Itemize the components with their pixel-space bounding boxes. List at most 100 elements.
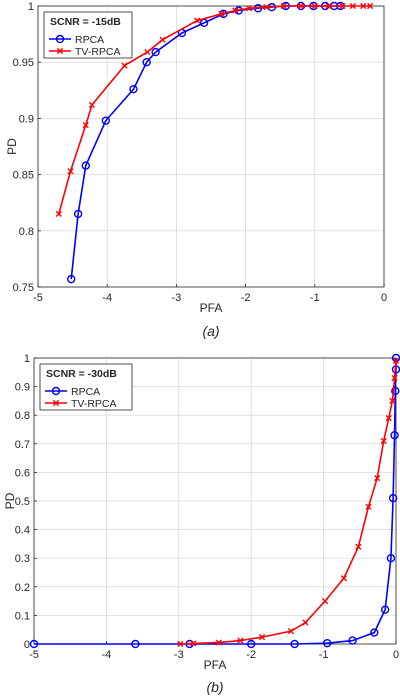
- data-point-circle: [129, 84, 138, 94]
- data-point-x: [380, 437, 387, 445]
- data-point-circle: [142, 58, 151, 67]
- data-point-x: [311, 2, 318, 10]
- data-point-x: [367, 2, 374, 10]
- data-point-circle: [388, 493, 398, 503]
- data-point-circle: [370, 628, 379, 637]
- data-point-x: [232, 7, 239, 14]
- data-point-x: [82, 122, 89, 129]
- data-point-circle: [380, 605, 390, 614]
- data-point-x: [287, 628, 295, 635]
- x-tick-label: 0: [381, 292, 387, 304]
- x-tick-label: 0: [393, 649, 399, 661]
- legend-title: SCNR = -15dB: [50, 16, 121, 28]
- x-tick-label: -5: [33, 292, 43, 304]
- legend-label: TV-RPCA: [71, 398, 117, 410]
- y-tick-label: 0.7: [15, 439, 30, 451]
- x-tick-label: -1: [310, 292, 320, 304]
- data-point-circle: [67, 274, 76, 284]
- data-point-x: [258, 634, 266, 641]
- data-point-x: [190, 640, 197, 647]
- series-line: [57, 5, 371, 215]
- data-point-circle: [29, 639, 39, 649]
- legend-marker-x: [56, 47, 64, 55]
- y-tick-label: 1: [24, 353, 30, 365]
- data-point-x: [321, 598, 329, 605]
- data-point-x: [374, 475, 381, 482]
- x-tick-label: -3: [174, 649, 184, 661]
- legend-marker-circle: [55, 34, 65, 44]
- x-tick-label: -1: [319, 649, 329, 661]
- x-tick-label: -3: [172, 292, 182, 304]
- y-tick-label: 0.75: [13, 282, 34, 294]
- data-point-x: [349, 2, 356, 10]
- y-tick-label: 0.4: [15, 525, 30, 537]
- data-point-x: [389, 397, 396, 404]
- y-axis-label: PD: [3, 492, 17, 509]
- y-tick-label: 0.85: [13, 170, 34, 182]
- data-point-x: [360, 2, 367, 10]
- data-point-x: [177, 640, 184, 648]
- data-point-x: [55, 210, 62, 218]
- legend-label: RPCA: [71, 386, 100, 398]
- data-point-circle: [323, 638, 332, 648]
- y-tick-label: 1: [28, 1, 34, 13]
- legend-label: RPCA: [75, 34, 104, 46]
- y-tick-label: 0.8: [19, 226, 34, 238]
- data-point-circle: [290, 639, 299, 649]
- data-point-circle: [391, 386, 400, 396]
- series-tv-rpca: [55, 2, 374, 218]
- y-tick-label: 0.8: [15, 410, 30, 422]
- y-tick-label: 0.95: [13, 57, 34, 69]
- data-point-x: [302, 619, 309, 626]
- y-tick-label: 0: [24, 639, 30, 651]
- data-point-x: [391, 374, 398, 382]
- data-point-x: [215, 639, 222, 646]
- chart-b: -5 -4 -3 -2 -1 0 0 0.1 0.2 0.3 0.4 0.5 0.6 0.7 0.8 0.9 1…: [3, 353, 400, 695]
- y-tick-label: 0.1: [15, 610, 30, 622]
- figure-caption: (a): [202, 323, 219, 339]
- data-point-x: [144, 48, 151, 56]
- data-point-x: [385, 414, 392, 422]
- data-point-x: [245, 5, 253, 12]
- y-tick-label: 0.5: [15, 496, 30, 508]
- data-point-circle: [386, 554, 396, 563]
- x-tick-label: -2: [241, 292, 251, 304]
- data-point-circle: [246, 639, 256, 649]
- legend-marker-circle: [51, 386, 61, 396]
- chart-a: -5 -4 -3 -2 -1 0 0.75 0.8 0.85 0.9 0.95 1 PFA PD (a) SC…: [5, 1, 387, 339]
- data-point-circle: [131, 639, 140, 649]
- y-tick-label: 0.9: [15, 382, 30, 394]
- axes-box: [37, 5, 385, 288]
- legend-marker-x: [52, 399, 60, 407]
- data-point-circle: [151, 47, 160, 57]
- data-point-x: [88, 101, 96, 109]
- x-tick-label: -4: [102, 292, 112, 304]
- data-point-x: [340, 575, 347, 582]
- y-tick-label: 0.3: [15, 553, 30, 565]
- data-point-x: [67, 168, 74, 175]
- x-tick-label: -5: [29, 649, 39, 661]
- data-point-x: [355, 543, 362, 550]
- data-point-x: [325, 2, 332, 10]
- data-point-x: [159, 36, 166, 43]
- data-point-x: [121, 62, 128, 69]
- y-tick-label: 0.6: [15, 467, 30, 479]
- data-point-x: [392, 357, 400, 364]
- data-point-circle: [101, 116, 111, 125]
- y-tick-label: 0.9: [19, 113, 34, 125]
- data-point-x: [297, 2, 305, 10]
- data-point-x: [280, 2, 287, 10]
- y-tick-label: 0.2: [15, 582, 30, 594]
- x-axis-label: PFA: [204, 658, 227, 672]
- series-rpca: [29, 353, 400, 649]
- x-axis-label: PFA: [200, 301, 223, 315]
- data-point-circle: [390, 431, 399, 440]
- legend-label: TV-RPCA: [75, 46, 121, 58]
- series-tv-rpca: [177, 357, 400, 648]
- data-point-circle: [81, 161, 90, 170]
- data-point-x: [339, 2, 346, 10]
- data-point-x: [365, 503, 372, 510]
